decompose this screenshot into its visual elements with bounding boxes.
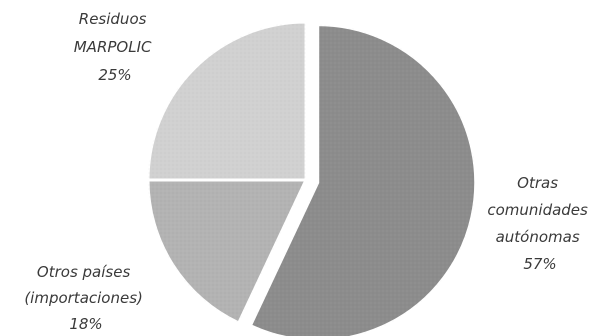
slice-otras-comunidades — [248, 23, 478, 336]
pie-slices — [146, 20, 478, 336]
slice-otros-paises — [146, 178, 308, 325]
slice-label-otros-paises: Otros países (importaciones) 18% — [24, 263, 147, 333]
slice-label-residuos-marpolic: Residuos MARPOLIC 25% — [74, 10, 157, 84]
slice-label-otras-comunidades: Otras comunidades autónomas 57% — [487, 174, 592, 273]
slice-otras-comunidades-texture — [250, 24, 476, 336]
slice-residuos-marpolic — [146, 20, 308, 182]
slice-residuos-marpolic-texture — [148, 22, 306, 180]
slice-otros-paises-texture — [148, 180, 306, 323]
pie-labels: Otras comunidades autónomas 57% Otros pa… — [24, 10, 592, 333]
